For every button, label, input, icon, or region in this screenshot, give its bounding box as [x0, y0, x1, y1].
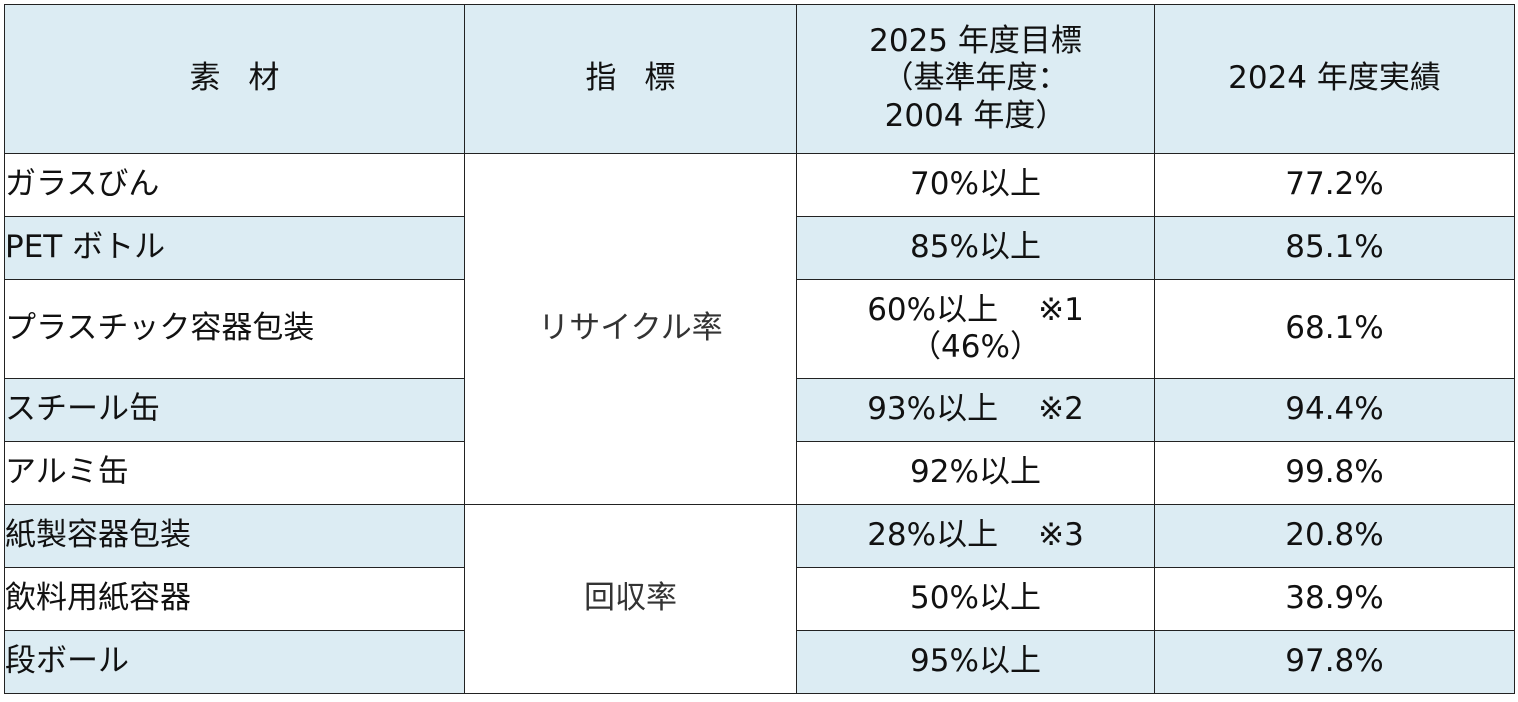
target-cell: 28%以上 ※3	[796, 504, 1155, 568]
material-cell: 段ボール	[4, 630, 465, 694]
recycling-targets-table: 素材 指標 2025 年度目標 （基準年度： 2004 年度） 2024 年度実…	[4, 4, 1515, 694]
table-row: 段ボール 95%以上 97.8%	[4, 630, 1515, 694]
table-row: 紙製容器包装 回収率 28%以上 ※3 20.8%	[4, 504, 1515, 694]
material-cell: ガラスびん	[4, 153, 465, 217]
table-row: ガラスびん リサイクル率 70%以上 77.2%	[4, 153, 1515, 505]
target-cell: 50%以上	[796, 567, 1155, 631]
footnote-mark: ※2	[1038, 391, 1084, 428]
header-row: 素材 指標 2025 年度目標 （基準年度： 2004 年度） 2024 年度実…	[4, 4, 1515, 154]
target-value: 28%以上	[867, 517, 999, 554]
header-target-line2: （基準年度：	[882, 60, 1069, 97]
header-result: 2024 年度実績	[1154, 4, 1515, 154]
indicator-collection-rate: 回収率	[464, 504, 797, 694]
result-cell: 99.8%	[1154, 441, 1515, 505]
header-indicator: 指標	[464, 4, 797, 154]
target-value: 93%以上	[867, 391, 999, 428]
material-cell: 飲料用紙容器	[4, 567, 465, 631]
result-cell: 68.1%	[1154, 279, 1515, 379]
result-cell: 94.4%	[1154, 378, 1515, 442]
footnote-mark: ※3	[1038, 517, 1084, 554]
result-cell: 20.8%	[1154, 504, 1515, 568]
result-cell: 97.8%	[1154, 630, 1515, 694]
table-row: スチール缶 93%以上 ※2 94.4%	[4, 378, 1515, 442]
material-cell: アルミ缶	[4, 441, 465, 505]
indicator-recycle-rate: リサイクル率	[464, 153, 797, 505]
material-cell: プラスチック容器包装	[4, 279, 465, 379]
target-cell: 60%以上 ※1 （46%）	[796, 279, 1155, 379]
header-material: 素材	[4, 4, 465, 154]
footnote-mark: ※1	[1038, 291, 1084, 328]
target-line: 60%以上 ※1	[797, 292, 1154, 329]
material-cell: 紙製容器包装	[4, 504, 465, 568]
result-cell: 77.2%	[1154, 153, 1515, 217]
target-cell: 93%以上 ※2	[796, 378, 1155, 442]
target-value: 60%以上	[867, 291, 999, 328]
result-cell: 85.1%	[1154, 216, 1515, 280]
target-cell: 85%以上	[796, 216, 1155, 280]
header-target-line3: 2004 年度）	[884, 97, 1067, 134]
target-cell: 92%以上	[796, 441, 1155, 505]
target-cell: 95%以上	[796, 630, 1155, 694]
material-cell: PET ボトル	[4, 216, 465, 280]
target-cell: 70%以上	[796, 153, 1155, 217]
table-row: プラスチック容器包装 60%以上 ※1 （46%） 68.1%	[4, 279, 1515, 379]
table-row: アルミ缶 92%以上 99.8%	[4, 441, 1515, 505]
material-cell: スチール缶	[4, 378, 465, 442]
header-target-line1: 2025 年度目標	[869, 23, 1082, 60]
target-sub: （46%）	[910, 329, 1041, 365]
header-target: 2025 年度目標 （基準年度： 2004 年度）	[796, 4, 1155, 154]
table-row: PET ボトル 85%以上 85.1%	[4, 216, 1515, 280]
result-cell: 38.9%	[1154, 567, 1515, 631]
